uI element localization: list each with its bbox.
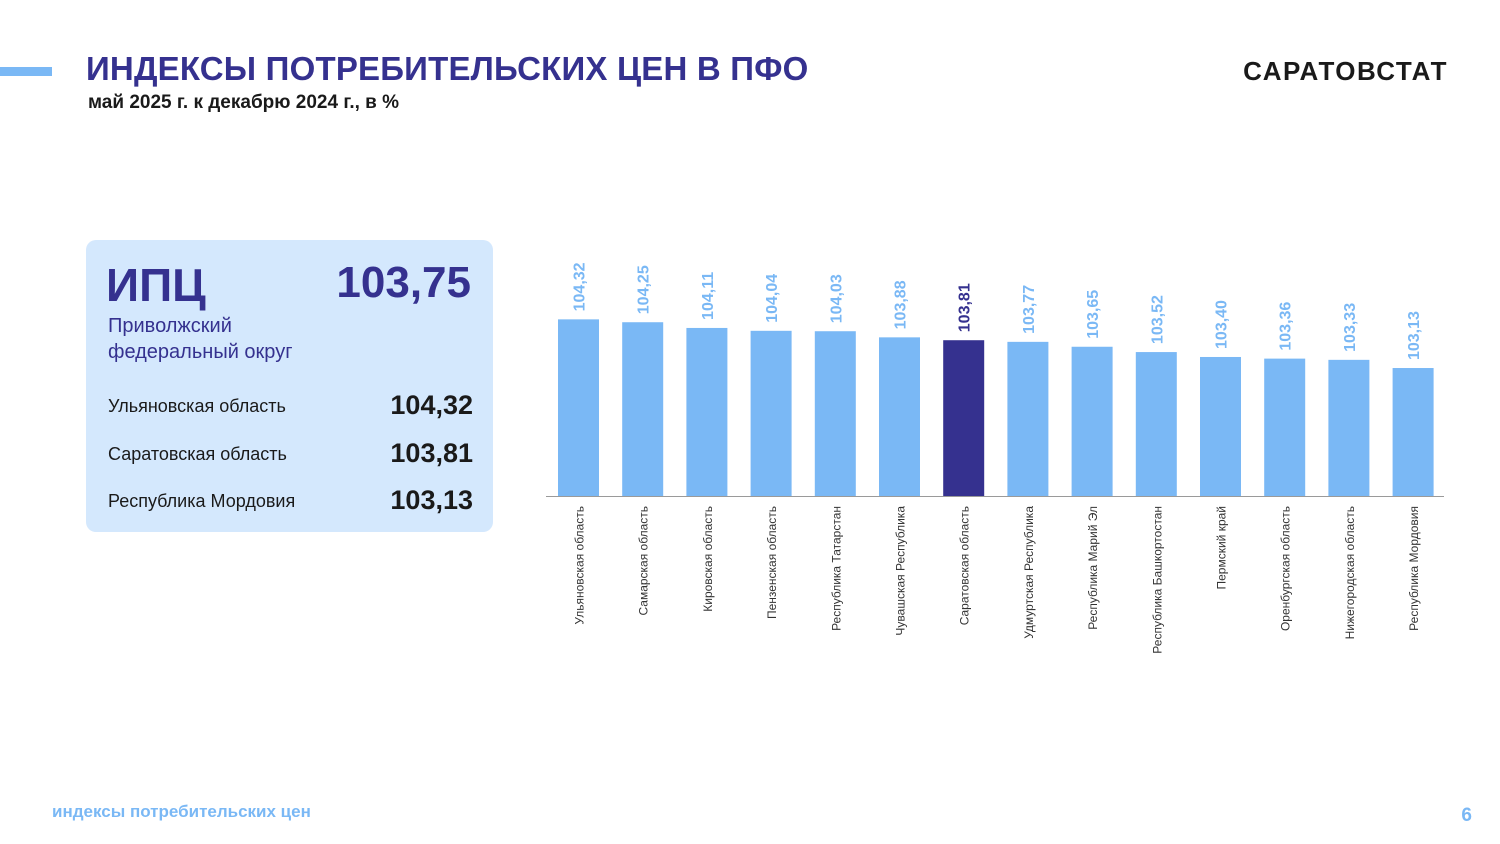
category-label: Республика Башкортостан (1150, 506, 1164, 654)
region-row-value: 104,32 (390, 390, 473, 420)
bar-chart: 104,32 Ульяновская область 104,25 Самарская… (546, 262, 1444, 654)
data-label: 103,33 (1342, 303, 1359, 352)
bar (1328, 359, 1370, 496)
data-label: 104,25 (636, 265, 653, 314)
district-name: Приволжский федеральный округ (108, 313, 338, 365)
category-label: Республика Мордовия (1407, 506, 1421, 631)
category-label: Пермский край (1215, 506, 1229, 590)
category-label: Республика Татарстан (829, 506, 843, 631)
category-label: Чувашская Республика (894, 506, 908, 636)
category-label: Оренбургская область (1279, 506, 1293, 631)
data-label: 103,88 (893, 280, 910, 329)
category-label: Саратовская область (958, 506, 972, 625)
data-label: 104,03 (828, 274, 845, 323)
bar (1392, 368, 1434, 496)
cpi-label: ИПЦ (106, 259, 206, 311)
category-label: Самарская область (637, 506, 651, 616)
summary-card: ИПЦ 103,75 Приволжский федеральный округ… (86, 240, 493, 532)
brand-logo: САРАТОВСТАТ (1243, 56, 1448, 86)
bar (1135, 352, 1177, 496)
district-line-2: федеральный округ (108, 341, 293, 363)
category-label: Нижегородская область (1343, 506, 1357, 639)
page-title: ИНДЕКСЫ ПОТРЕБИТЕЛЬСКИХ ЦЕН В ПФО (86, 50, 809, 87)
data-label: 103,52 (1149, 295, 1166, 344)
region-row-value: 103,13 (390, 485, 473, 515)
region-row-name: Ульяновская область (108, 396, 286, 416)
bar (1071, 346, 1113, 496)
data-label: 103,77 (1021, 285, 1038, 334)
footer-section-label: индексы потребительских цен (52, 802, 311, 821)
category-label: Удмуртская Республика (1022, 506, 1036, 639)
bar (1007, 341, 1049, 496)
bar (1200, 356, 1241, 496)
data-label: 104,32 (572, 262, 589, 311)
data-label: 104,04 (764, 274, 781, 323)
bar (943, 340, 985, 496)
accent-bar (0, 67, 52, 76)
data-label: 103,81 (957, 283, 974, 332)
bar (1264, 358, 1306, 496)
cpi-value: 103,75 (336, 258, 471, 307)
bar (622, 322, 664, 496)
bar (686, 327, 728, 496)
category-label: Ульяновская область (573, 506, 587, 625)
district-line-1: Приволжский (108, 315, 232, 337)
category-label: Кировская область (701, 506, 715, 612)
data-label: 103,65 (1085, 290, 1102, 339)
region-row-name: Республика Мордовия (108, 491, 296, 511)
data-label: 104,11 (700, 272, 717, 320)
data-label: 103,40 (1214, 300, 1231, 349)
category-label: Республика Марий Эл (1086, 506, 1100, 630)
bar (814, 331, 856, 496)
region-row-name: Саратовская область (108, 444, 287, 464)
page-number: 6 (1461, 805, 1472, 826)
page-subtitle: май 2025 г. к декабрю 2024 г., в % (88, 92, 400, 113)
region-row-value: 103,81 (390, 438, 473, 468)
bar (558, 319, 599, 496)
bar (750, 330, 792, 496)
category-label: Пензенская область (765, 506, 779, 619)
data-label: 103,13 (1406, 311, 1423, 360)
bar (879, 337, 920, 496)
data-label: 103,36 (1278, 302, 1295, 351)
